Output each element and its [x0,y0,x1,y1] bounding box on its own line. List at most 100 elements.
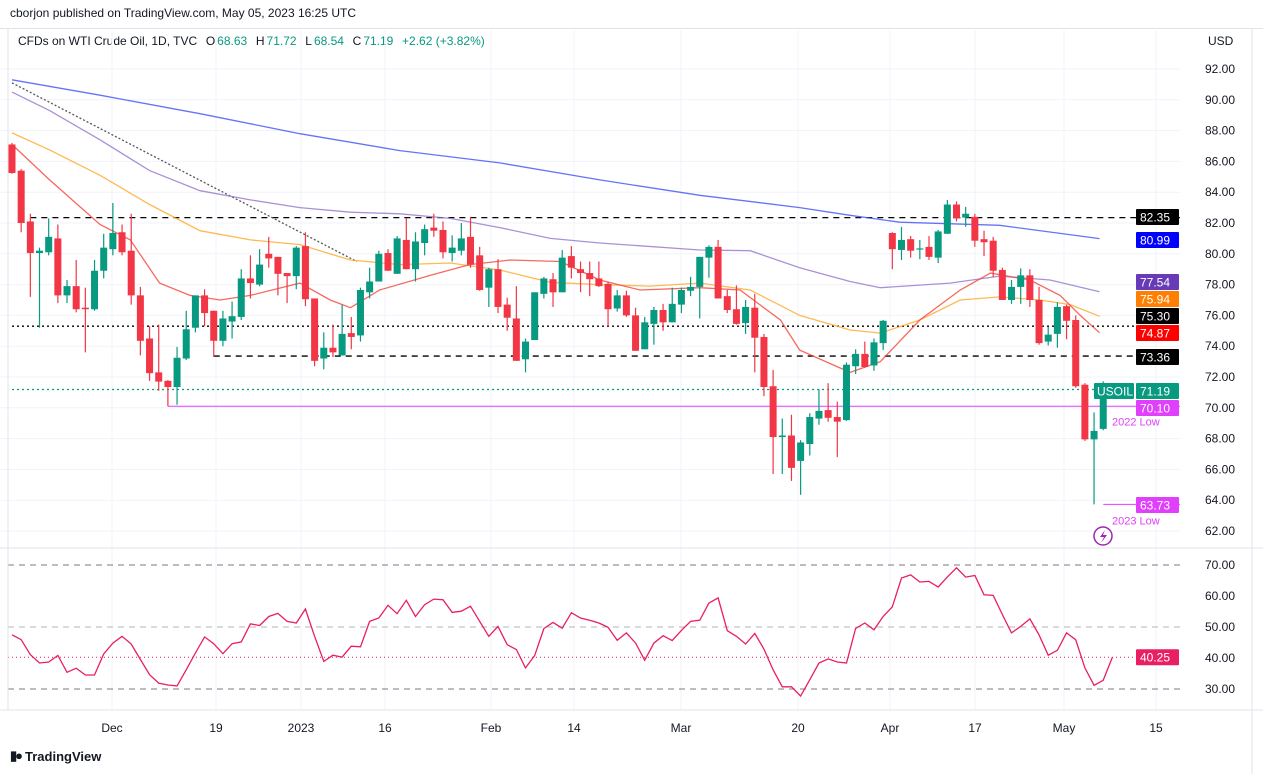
candle-up [1017,268,1025,304]
candle-body [586,273,594,280]
candle-down [17,169,25,233]
candle-body [723,296,731,311]
candle-up [36,247,44,328]
candle-body [558,257,566,293]
high-value: 71.72 [266,34,297,48]
candle-body [696,256,704,287]
price-tick: 70.00 [1205,401,1235,415]
candle-body [503,304,511,318]
price-badge-bg [1136,209,1179,225]
candle-body [63,286,71,296]
rsi-line [11,566,1114,698]
candle-body [17,170,25,223]
candle-down [714,239,722,299]
candle-body [512,318,520,361]
level-label-2023-low: 2023 Low [1112,515,1160,527]
candle-body [925,246,933,257]
candle-body [356,289,364,336]
candle-body [622,295,630,316]
candle-body [1035,300,1043,344]
candle-down [127,213,135,305]
open-label: O [205,34,216,48]
alert-button[interactable] [1093,526,1113,546]
moving-average-line [11,79,1100,240]
candle-body [531,292,539,341]
candle-down [274,256,282,296]
price-badge-bg [1136,274,1179,290]
candle-up [457,223,465,256]
candle-body [375,253,383,282]
price-badge: 63.73 [1140,499,1170,513]
candle-body [833,417,841,422]
candle-down [861,341,869,368]
candle-up [742,300,750,334]
candle-body [650,310,658,324]
change-value: +2.62 (+3.82%) [402,34,485,48]
candle-down [301,232,309,307]
candle-up [173,346,181,405]
open-value: 68.63 [217,34,248,48]
candle-body [182,329,190,359]
candle-up [228,301,236,339]
candle-down [283,273,291,304]
candle-down [430,213,438,237]
candle-body [677,289,685,305]
candle-down [210,310,218,357]
low-label: L [305,34,312,48]
candle-up [1008,279,1016,304]
candle-up [356,287,364,342]
candle-up [696,256,704,319]
candle-body [173,357,181,388]
tradingview-logo-icon: ▮● [10,748,23,763]
symbol-tag: USOIL [1097,385,1133,399]
rsi-tick: 30.00 [1205,682,1235,696]
price-badge: 82.35 [1140,211,1170,225]
candle-body [411,241,419,270]
price-tick: 62.00 [1205,524,1235,538]
candle-body [292,247,300,277]
candle-up [393,236,401,274]
tradingview-logo[interactable]: ▮● TradingView [10,748,101,764]
candle-body [100,247,108,271]
candle-down [384,249,392,271]
symbol-name[interactable]: CFDs on WTI Crude Oil, 1D, TVC [18,34,198,48]
price-tick: 82.00 [1205,216,1235,230]
candle-up [531,292,539,341]
candle-up [63,279,71,304]
candle-up [558,249,566,293]
candle-body [687,286,695,291]
rsi-tick: 70.00 [1205,558,1235,572]
candle-body [659,310,667,323]
candle-body [146,338,154,374]
candle-body [778,435,786,438]
axes: 92.00 90.00 88.00 86.00 84.00 82.00 80.00 78.00… [0,28,1263,774]
header-divider [0,28,1263,29]
price-badge: 75.30 [1140,310,1170,324]
candle-body [402,239,410,270]
price-badge: 74.87 [1140,327,1170,341]
close-label: C [352,34,362,48]
time-tick: 2023 [288,721,315,735]
moving-average-line [11,91,1100,293]
candle-up [650,306,658,345]
candle-up [778,418,786,475]
candle-body [45,236,53,253]
candle-down [760,333,768,397]
candle-body [1090,430,1098,440]
price-badge: 75.94 [1140,293,1170,307]
candle-down [1072,315,1080,388]
candle-body [916,248,924,250]
candle-body [760,336,768,388]
candle-body [485,269,493,288]
candle-up [91,259,99,311]
candle-up [1044,326,1052,346]
price-tick: 88.00 [1205,124,1235,138]
candle-down [26,213,34,297]
candle-body [36,250,44,254]
candle-body [870,342,878,366]
moving-average-line [11,144,1101,374]
price-tick: 90.00 [1205,93,1235,107]
candle-down [567,246,575,279]
